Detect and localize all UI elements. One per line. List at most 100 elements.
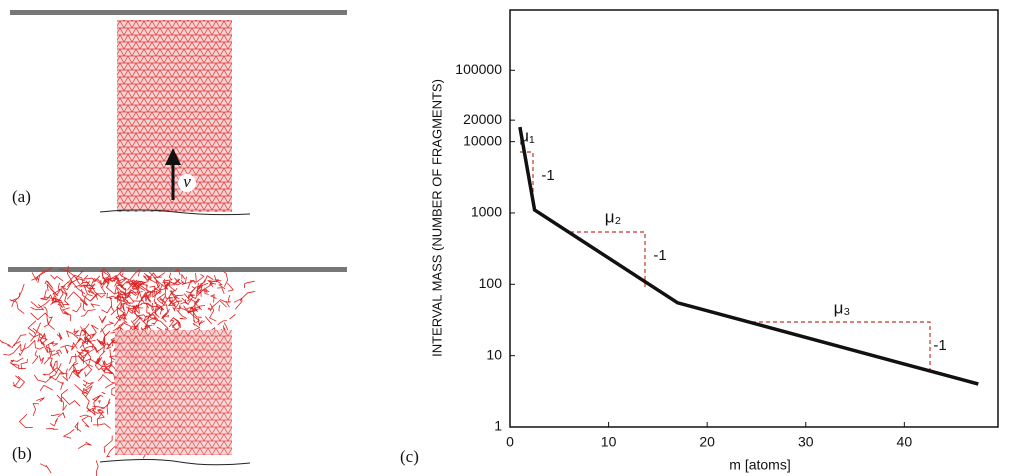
fragment — [164, 278, 181, 286]
fragment — [154, 276, 162, 279]
fragment — [151, 302, 154, 312]
fragment — [84, 333, 96, 340]
fragment — [18, 343, 26, 357]
fragment — [117, 278, 127, 284]
y-axis-label: INTERVAL MASS (NUMBER OF FRAGMENTS) — [429, 79, 444, 357]
fragment — [169, 317, 181, 328]
x-tick-label: 20 — [699, 434, 715, 450]
fragment — [131, 281, 143, 287]
fragment — [186, 309, 200, 324]
fragment — [82, 382, 87, 387]
fragment — [194, 298, 203, 311]
x-tick-label: 10 — [601, 434, 617, 450]
fragment — [166, 283, 171, 286]
x-tick-label: 30 — [798, 434, 814, 450]
fragment — [59, 388, 69, 403]
fragment — [98, 315, 107, 324]
fragment — [39, 332, 47, 345]
fragment — [30, 299, 51, 309]
fragment — [193, 311, 196, 324]
fragment — [49, 372, 68, 381]
fragment — [126, 291, 137, 298]
fragment — [120, 272, 124, 277]
y-tick-label: 10000 — [463, 132, 502, 148]
fragment — [90, 324, 99, 340]
fragment — [114, 285, 130, 295]
fragment — [58, 268, 79, 281]
fragment — [100, 268, 111, 282]
fragment — [168, 320, 175, 328]
annotation: μ₂ — [605, 207, 621, 226]
fragment — [195, 285, 201, 294]
fragment — [130, 320, 141, 330]
fragment — [60, 287, 68, 296]
velocity-label: ν — [183, 172, 191, 191]
fragment — [7, 341, 21, 349]
surface — [99, 459, 251, 466]
fragment — [51, 295, 64, 304]
fragment — [46, 346, 59, 356]
fragment — [227, 282, 235, 292]
fragment — [192, 322, 201, 331]
fragment — [163, 308, 170, 319]
fragment — [67, 274, 84, 284]
fragment — [139, 284, 152, 294]
label-bg — [178, 174, 196, 192]
fragment — [164, 293, 174, 299]
fragment — [129, 279, 138, 288]
fragment — [82, 393, 91, 413]
fragment — [189, 293, 195, 296]
fragment — [106, 292, 121, 302]
fragment — [106, 281, 122, 295]
fragment — [137, 280, 146, 291]
fragment — [78, 347, 92, 362]
fragment — [10, 283, 25, 302]
fragment — [97, 373, 111, 382]
fragment — [154, 302, 163, 310]
fragment — [18, 413, 33, 429]
fragment — [73, 369, 81, 374]
fragment — [94, 345, 106, 353]
fragment — [84, 362, 93, 378]
fragment — [39, 385, 53, 392]
fragment — [102, 337, 106, 347]
fragment — [120, 303, 126, 312]
fragment — [115, 313, 125, 322]
fragment — [205, 316, 212, 325]
fragment — [100, 367, 109, 373]
fragment — [141, 281, 148, 285]
fragment — [28, 332, 44, 338]
fragment — [94, 358, 101, 365]
fragment — [12, 375, 21, 388]
fragment — [120, 282, 127, 291]
fragment — [183, 293, 190, 300]
fragment — [222, 270, 229, 287]
fragment — [134, 284, 146, 305]
fragment — [165, 314, 170, 318]
fragment — [112, 321, 126, 332]
fragment — [61, 307, 70, 315]
fragment — [153, 287, 162, 295]
fragment — [20, 358, 28, 370]
fragment — [122, 308, 130, 320]
fragment — [167, 299, 176, 306]
fragment — [133, 303, 143, 313]
panel-label: (b) — [12, 444, 32, 463]
fragment — [85, 336, 94, 349]
fragment — [79, 414, 92, 423]
fragment — [187, 279, 196, 290]
fragment — [101, 328, 111, 337]
fragment — [43, 344, 52, 365]
fragment — [217, 287, 225, 294]
fragment — [72, 328, 80, 336]
fragment — [91, 407, 105, 414]
fragment — [123, 292, 135, 303]
fragment — [36, 397, 45, 402]
fragment — [98, 400, 101, 404]
fragment — [94, 358, 104, 371]
fragment — [61, 396, 81, 407]
fragment — [234, 297, 243, 310]
fragment — [129, 268, 141, 281]
fragment — [207, 280, 214, 284]
fragment — [81, 415, 90, 428]
